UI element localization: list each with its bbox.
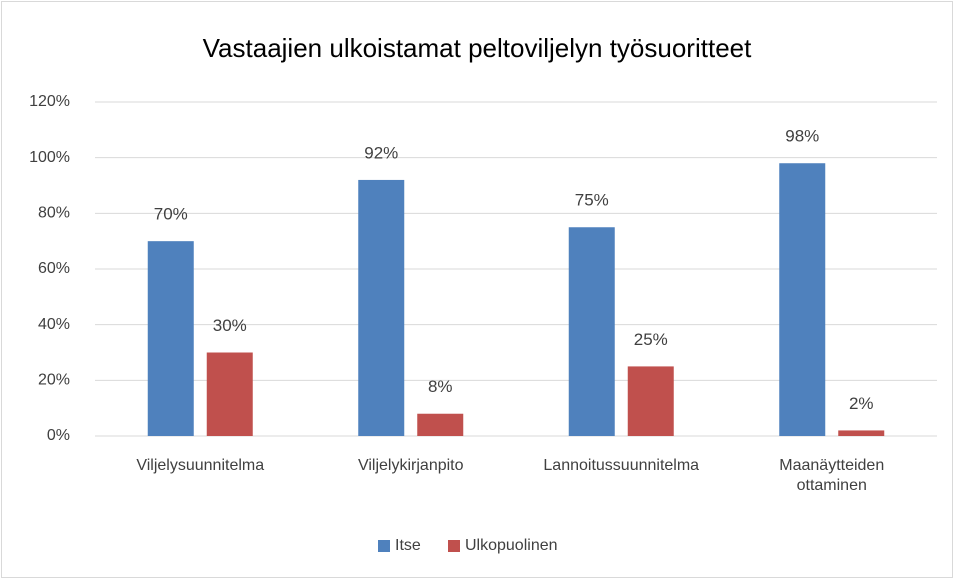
legend-label: Itse (395, 537, 421, 554)
x-tick-label: Maanäytteiden ottaminen (779, 457, 885, 494)
y-tick-label: 40% (38, 316, 70, 333)
y-tick-label: 100% (29, 149, 70, 166)
legend-label: Ulkopuolinen (465, 537, 558, 554)
bar (147, 241, 194, 436)
bar (417, 413, 464, 436)
y-tick-label: 60% (38, 260, 70, 277)
bar (568, 227, 615, 436)
bar (627, 366, 674, 436)
y-tick-label: 80% (38, 205, 70, 222)
data-label: 92% (364, 143, 398, 162)
legend-swatch (448, 540, 460, 552)
y-tick-label: 0% (47, 427, 70, 444)
x-tick-label: Viljelysuunnitelma (136, 457, 265, 474)
data-label: 25% (634, 330, 668, 349)
data-label: 98% (785, 127, 819, 146)
y-tick-label: 120% (29, 93, 70, 110)
y-tick-label: 20% (38, 372, 70, 389)
bar (358, 179, 405, 436)
chart-title: Vastaajien ulkoistamat peltoviljelyn työ… (203, 33, 752, 63)
bar (779, 163, 826, 436)
bar (206, 352, 253, 436)
data-label: 75% (575, 191, 609, 210)
bar (838, 430, 885, 436)
legend-swatch (378, 540, 390, 552)
x-tick-label: Lannoitussuunnitelma (543, 457, 700, 474)
data-label: 8% (428, 377, 453, 396)
x-tick-label: Viljelykirjanpito (357, 457, 464, 474)
data-label: 30% (213, 316, 247, 335)
data-label: 2% (849, 394, 874, 413)
data-label: 70% (154, 205, 188, 224)
